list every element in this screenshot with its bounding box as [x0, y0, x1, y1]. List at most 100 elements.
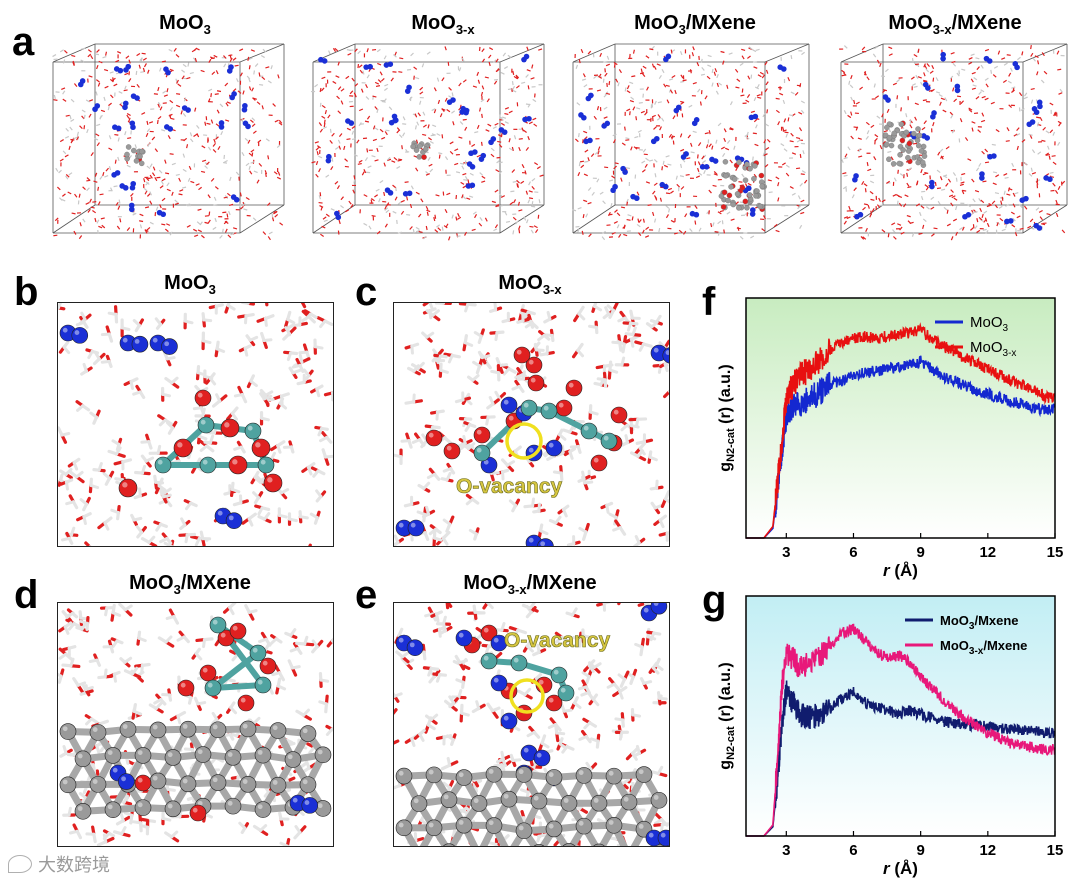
mxene-atom: [500, 790, 518, 808]
mxene-atom: [425, 766, 443, 784]
oxygen-atom: [555, 399, 573, 417]
mxene-atom: [104, 747, 122, 764]
oxygen-atom: [259, 657, 277, 675]
oxygen-atom: [251, 438, 271, 458]
bond: [210, 682, 266, 691]
mxene-atom: [560, 795, 578, 812]
series-line-1: [746, 623, 1056, 837]
oxygen-atom: [425, 429, 443, 447]
mxene-atom: [209, 721, 227, 739]
molybdenum-atom: [580, 422, 598, 440]
mxene-atom: [299, 725, 317, 742]
mxene-atom: [164, 749, 182, 766]
oxygen-atom: [527, 374, 545, 392]
mxene-atom: [299, 776, 317, 793]
water-sticks: [58, 303, 333, 546]
mxene-atom: [395, 767, 413, 785]
mxene-atom: [74, 803, 92, 820]
y-axis-label: gN2-cat (r) (a.u.): [717, 364, 737, 471]
oxygen-atom: [513, 346, 531, 364]
mxene-atom: [269, 776, 287, 794]
catalyst-cluster: [718, 159, 767, 212]
series-line-1: [746, 322, 1056, 539]
mxene-atom: [284, 751, 302, 768]
catalyst-cluster: [882, 120, 928, 168]
mxene-atom: [635, 766, 653, 783]
bond: [210, 650, 261, 691]
molybdenum-atom: [249, 644, 267, 662]
mxene-atom: [455, 816, 473, 834]
oxygen-atom: [228, 455, 248, 475]
mxene-atom: [194, 746, 212, 763]
nitrogen-atom: [406, 639, 424, 656]
x-tick-label: 3: [782, 842, 790, 859]
snapshot-c-moo3x: O-vacancy: [393, 302, 670, 547]
legend-label: MoO3-x/Mxene: [940, 638, 1027, 657]
box-wireframe: [572, 43, 810, 234]
mxene-atom: [410, 795, 428, 812]
x-axis-label: r (Å): [883, 859, 918, 878]
molybdenum-atom: [257, 456, 275, 474]
molybdenum-atom: [254, 676, 272, 694]
simulation-box-moo3x-mxene: [833, 40, 1073, 245]
molybdenum-atom: [550, 666, 568, 684]
y-axis-label: gN2-cat (r) (a.u.): [717, 662, 737, 769]
mxene-atom: [425, 819, 443, 837]
nitrogen-atom: [537, 538, 554, 546]
panel-a3-title: MoO3/MXene: [634, 12, 756, 37]
oxygen-atom: [263, 473, 283, 493]
box-wireframe: [312, 43, 545, 234]
mxene-atom: [89, 724, 107, 741]
molybdenum-atom: [209, 616, 227, 634]
molybdenum-atom: [244, 422, 262, 440]
molybdenum-atom: [600, 432, 618, 450]
oxygen-atom: [525, 356, 543, 374]
mxene-atom: [562, 843, 576, 846]
oxygen-atom: [118, 478, 138, 498]
molybdenum-atom: [197, 416, 215, 434]
nitrogen-atom: [395, 519, 413, 537]
oxygen-atom: [173, 438, 193, 458]
mxene-atom: [440, 791, 458, 809]
water-molecules: [839, 45, 1066, 241]
nitrogen-atom: [225, 512, 243, 529]
mxene-slab: [64, 725, 327, 815]
oxygen-atom: [237, 694, 255, 712]
o-vacancy-label-c: O-vacancy: [456, 475, 563, 499]
mxene-atom: [455, 769, 473, 786]
nitrogen-atom: [500, 712, 518, 730]
catalyst-cluster: [410, 140, 431, 160]
box-wireframe: [52, 43, 285, 234]
mxene-atom: [134, 747, 152, 764]
chart-g: 3 6 9 12 15 r (Å) gN2-cat (r) (a.u.) MoO3/Mxene…: [690, 588, 1075, 878]
mxene-atom: [605, 767, 623, 785]
molybdenum-atom: [204, 679, 222, 697]
mxene-atom: [134, 799, 152, 816]
chart-f: 3 6 9 12 15 r (Å) gN2-cat (r) (a.u.) MoO3 MoO3-x: [690, 290, 1075, 585]
nitrogen-atom: [131, 335, 149, 353]
mxene-atom: [545, 820, 563, 838]
oxygen-atom: [217, 629, 235, 647]
mxene-slab: [400, 770, 663, 846]
x-tick-label: 6: [849, 842, 857, 859]
x-tick-label: 15: [1047, 842, 1064, 859]
mxene-atom: [515, 822, 533, 840]
mxene-atom: [530, 792, 548, 810]
mxene-atom: [224, 797, 242, 815]
oxygen-atom: [610, 406, 628, 424]
catalyst-cluster: [124, 144, 146, 167]
mxene-atom: [209, 774, 227, 791]
nitrogen-atom: [490, 674, 508, 692]
plot-frame: [745, 595, 1056, 837]
nitrogen-atom: [71, 327, 89, 344]
molybdenum-atom: [540, 402, 558, 420]
water-molecules: [311, 46, 544, 241]
oxygen-atom: [443, 442, 461, 460]
oxygen-atom: [590, 454, 608, 472]
mxene-atom: [164, 800, 182, 818]
panel-d-title: MoO3/MXene: [129, 572, 251, 597]
panel-a-letter: a: [12, 20, 35, 64]
simulation-box-moo3: [45, 40, 290, 245]
plot-frame: [745, 297, 1056, 539]
oxygen-atom: [177, 679, 195, 697]
